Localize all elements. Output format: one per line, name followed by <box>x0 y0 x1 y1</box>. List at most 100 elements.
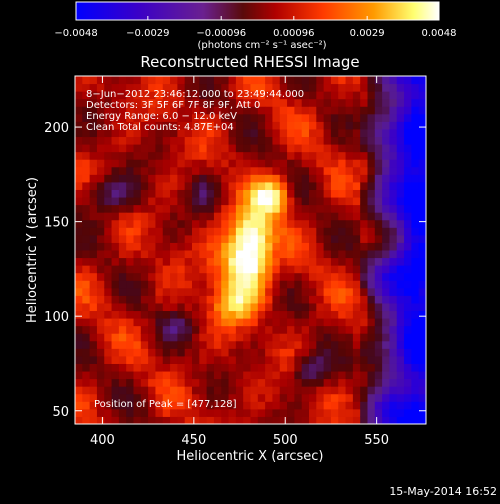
heatmap-cell <box>199 257 208 266</box>
heatmap-cell <box>411 348 420 357</box>
heatmap-cell <box>228 91 237 100</box>
heatmap-cell <box>221 189 230 198</box>
heatmap-cell <box>287 272 295 281</box>
heatmap-cell <box>367 302 376 312</box>
heatmap-cell <box>140 272 149 281</box>
heatmap-cell <box>309 280 317 289</box>
heatmap-cell <box>345 219 354 228</box>
heatmap-cell <box>323 83 332 92</box>
heatmap-cell <box>206 159 215 168</box>
heatmap-cell <box>243 189 251 198</box>
heatmap-cell <box>184 91 193 100</box>
heatmap-cell <box>352 121 361 130</box>
heatmap-cell <box>104 136 113 145</box>
heatmap-cell <box>133 257 142 266</box>
heatmap-cell <box>265 355 273 364</box>
heatmap-cell <box>235 257 244 266</box>
heatmap-cell <box>352 189 361 198</box>
heatmap-cell <box>155 83 164 92</box>
heatmap-cell <box>418 257 426 266</box>
heatmap-cell <box>287 121 295 130</box>
heatmap-cell <box>404 83 412 92</box>
heatmap-cell <box>404 166 412 175</box>
heatmap-cell <box>309 272 317 281</box>
x-tick-label: 550 <box>364 433 389 448</box>
heatmap-cell <box>396 197 405 206</box>
heatmap-cell <box>272 257 281 266</box>
heatmap-cell <box>75 83 83 92</box>
heatmap-cell <box>279 106 288 115</box>
heatmap-cell <box>118 378 127 387</box>
heatmap-cell <box>206 212 215 221</box>
heatmap-cell <box>235 386 244 395</box>
heatmap-cell <box>213 416 222 424</box>
heatmap-cell <box>104 121 113 130</box>
heatmap-cell <box>104 166 113 175</box>
heatmap-cell <box>279 204 288 213</box>
heatmap-cell <box>221 159 230 168</box>
heatmap-cell <box>111 227 120 236</box>
heatmap-cell <box>250 363 259 372</box>
heatmap-cell <box>199 113 208 122</box>
heatmap-cell <box>330 151 339 160</box>
heatmap-cell <box>104 204 113 213</box>
heatmap-cell <box>287 227 295 236</box>
heatmap-cell <box>111 212 120 221</box>
heatmap-cell <box>404 227 412 236</box>
heatmap-cell <box>338 378 347 387</box>
heatmap-cell <box>199 83 208 92</box>
heatmap-cell <box>104 386 113 395</box>
heatmap-cell <box>96 386 105 395</box>
heatmap-cell <box>323 302 332 312</box>
heatmap-cell <box>111 234 120 243</box>
heatmap-cell <box>75 333 83 342</box>
heatmap-cell <box>75 212 83 221</box>
heatmap-cell <box>206 227 215 236</box>
heatmap-cell <box>199 295 208 304</box>
heatmap-cell <box>133 355 142 364</box>
heatmap-cell <box>82 227 91 236</box>
heatmap-cell <box>338 287 347 296</box>
heatmap-cell <box>82 189 91 198</box>
heatmap-cell <box>265 393 273 402</box>
heatmap-cell <box>265 257 273 266</box>
heatmap-cell <box>177 121 186 130</box>
heatmap-cell <box>404 250 412 259</box>
heatmap-cell <box>418 204 426 213</box>
heatmap-cell <box>250 234 259 243</box>
heatmap-cell <box>104 318 113 327</box>
heatmap-cell <box>155 318 164 327</box>
heatmap-cell <box>338 363 347 372</box>
heatmap-cell <box>148 113 156 122</box>
heatmap-cell <box>89 234 98 243</box>
heatmap-cell <box>374 393 383 402</box>
heatmap-cell <box>118 128 127 138</box>
heatmap-cell <box>396 234 405 243</box>
heatmap-cell <box>221 393 230 402</box>
heatmap-cell <box>287 166 295 175</box>
heatmap-cell <box>257 242 266 251</box>
heatmap-cell <box>382 113 390 122</box>
heatmap-cell <box>118 76 127 85</box>
heatmap-cell <box>360 280 368 289</box>
heatmap-cell <box>389 144 398 153</box>
heatmap-cell <box>323 408 332 417</box>
heatmap-cell <box>89 416 98 424</box>
heatmap-cell <box>389 91 398 100</box>
heatmap-cell <box>118 136 127 145</box>
heatmap-cell <box>294 128 303 138</box>
heatmap-cell <box>294 212 303 221</box>
heatmap-cell <box>206 181 215 190</box>
heatmap-cell <box>118 174 127 183</box>
heatmap-cell <box>221 91 230 100</box>
heatmap-cell <box>272 151 281 160</box>
heatmap-cell <box>279 355 288 364</box>
heatmap-cell <box>192 355 200 364</box>
heatmap-cell <box>301 174 310 183</box>
heatmap-cell <box>404 310 412 319</box>
heatmap-cell <box>389 159 398 168</box>
heatmap-cell <box>133 272 142 281</box>
heatmap-cell <box>199 302 208 312</box>
heatmap-cell <box>228 197 237 206</box>
heatmap-cell <box>257 401 266 410</box>
